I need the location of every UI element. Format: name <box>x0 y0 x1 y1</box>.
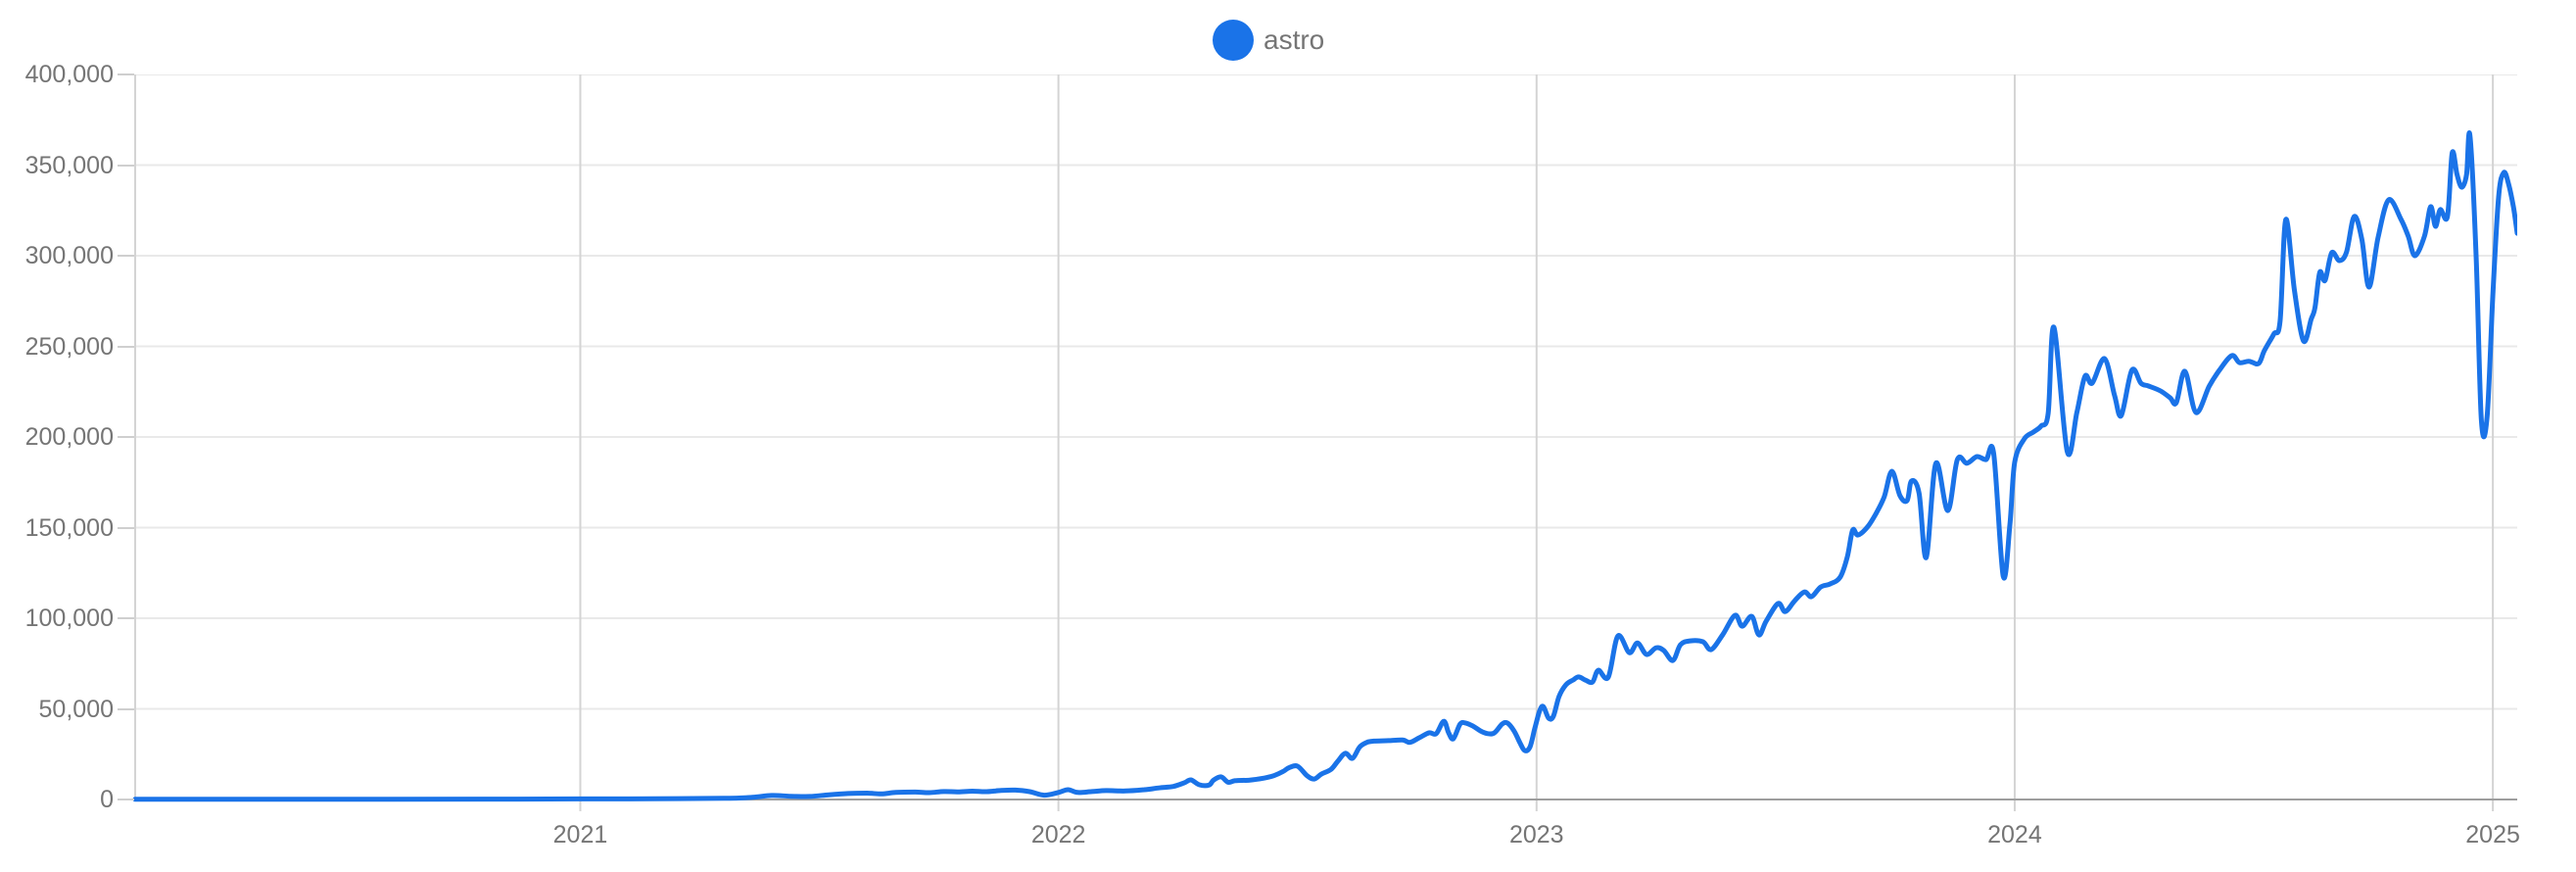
y-axis-tick <box>118 73 134 75</box>
legend-dot-icon <box>1213 20 1254 61</box>
y-axis-label: 100,000 <box>24 605 114 632</box>
y-axis-tick <box>118 436 134 438</box>
astro-series-line <box>132 130 2517 802</box>
y-axis-label: 250,000 <box>24 332 114 361</box>
y-axis-tick <box>118 799 134 800</box>
y-axis-label: 150,000 <box>24 513 114 542</box>
y-axis-tick <box>118 617 134 619</box>
y-axis-label: 50,000 <box>38 695 114 723</box>
legend-item-astro[interactable]: astro <box>1213 20 1324 61</box>
y-axis-label: 300,000 <box>24 242 114 269</box>
y-axis-tick <box>118 255 134 257</box>
plot-area[interactable] <box>125 74 2517 815</box>
x-axis-label: 2021 <box>552 821 608 848</box>
y-axis-label: 200,000 <box>24 423 114 451</box>
x-axis-label: 2024 <box>1987 821 2042 848</box>
y-axis-tick <box>118 164 134 167</box>
y-axis-label: 0 <box>100 786 114 813</box>
y-axis-tick <box>118 345 134 348</box>
y-axis-tick <box>118 526 134 529</box>
legend-label: astro <box>1264 24 1325 55</box>
x-axis-label: 2022 <box>1030 821 1086 848</box>
x-axis-label: 2023 <box>1508 821 1564 848</box>
x-axis-label: 2025 <box>2465 821 2520 848</box>
y-axis-label: 350,000 <box>24 151 114 179</box>
y-axis-label: 400,000 <box>24 61 114 88</box>
y-axis-tick <box>118 707 134 710</box>
